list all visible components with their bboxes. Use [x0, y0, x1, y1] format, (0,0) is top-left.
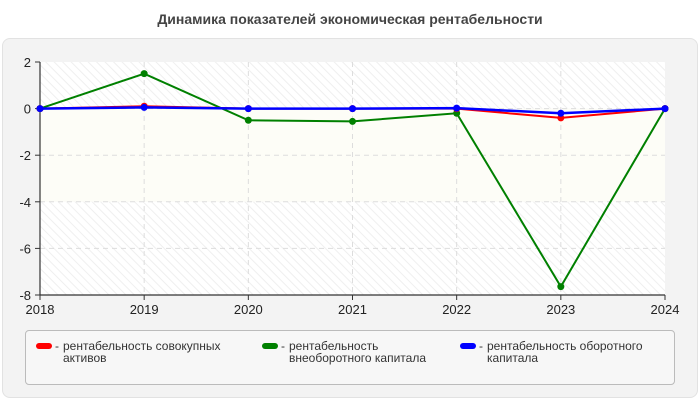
- x-tick-label: 2024: [651, 302, 680, 317]
- legend: - рентабельность совокупных активов - ре…: [25, 330, 675, 385]
- legend-label: рентабельность внеоборотного капитала: [289, 339, 426, 365]
- x-tick-label: 2018: [26, 302, 55, 317]
- data-point[interactable]: [557, 283, 565, 291]
- legend-label: рентабельность совокупных активов: [63, 339, 221, 365]
- y-tick-label: 2: [24, 55, 31, 70]
- legend-swatch-blue: [460, 343, 476, 349]
- legend-item-total-assets: - рентабельность совокупных активов: [36, 340, 248, 364]
- data-point[interactable]: [453, 104, 461, 112]
- y-tick-label: -2: [19, 148, 31, 163]
- data-point[interactable]: [661, 105, 669, 113]
- legend-label: рентабельность оборотного капитала: [487, 339, 643, 365]
- data-point[interactable]: [349, 105, 356, 113]
- data-point[interactable]: [36, 105, 44, 113]
- legend-item-working-capital: - рентабельность оборотного капитала: [460, 340, 672, 364]
- data-point[interactable]: [244, 116, 252, 124]
- legend-item-noncurrent-capital: - рентабельность внеоборотного капитала: [262, 340, 459, 364]
- data-point[interactable]: [557, 109, 565, 117]
- chart-title: Динамика показателей экономическая рента…: [157, 11, 543, 27]
- y-tick-label: 0: [24, 102, 31, 117]
- data-point[interactable]: [140, 70, 148, 78]
- x-tick-label: 2021: [338, 302, 367, 317]
- data-point[interactable]: [140, 103, 148, 111]
- y-tick-label: -6: [19, 241, 31, 256]
- x-tick-label: 2022: [442, 302, 471, 317]
- y-tick-label: -8: [19, 288, 31, 303]
- y-tick-label: -4: [19, 195, 31, 210]
- x-tick-label: 2023: [546, 302, 575, 317]
- x-tick-label: 2019: [130, 302, 159, 317]
- series-lines: [36, 70, 669, 291]
- legend-swatch-green: [262, 343, 278, 349]
- data-point[interactable]: [349, 117, 356, 125]
- legend-swatch-red: [36, 343, 52, 349]
- data-point[interactable]: [244, 105, 252, 113]
- x-tick-label: 2020: [234, 302, 263, 317]
- series-2: [36, 103, 669, 117]
- grid-lines: [40, 62, 665, 295]
